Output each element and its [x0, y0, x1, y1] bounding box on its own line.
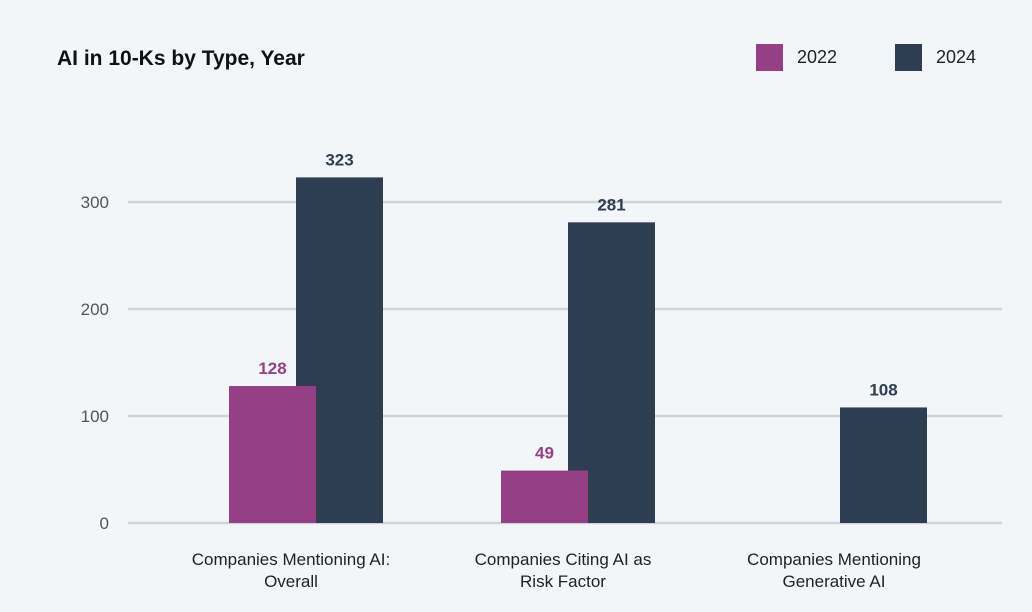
data-label: 323 [325, 150, 353, 169]
y-tick-label: 0 [100, 514, 109, 533]
legend-item-2024: 2024 [895, 44, 976, 71]
y-tick-label: 100 [81, 407, 109, 426]
legend-label: 2022 [797, 47, 838, 67]
bar-2024 [840, 407, 927, 523]
legend-swatch-2024 [895, 44, 922, 71]
x-tick-label: Risk Factor [520, 572, 606, 591]
data-label: 49 [535, 444, 554, 463]
chart-title: AI in 10-Ks by Type, Year [57, 47, 305, 70]
data-label: 108 [869, 380, 897, 399]
legend-item-2022: 2022 [756, 44, 837, 71]
data-label: 128 [258, 359, 286, 378]
data-label: 281 [597, 195, 625, 214]
x-tick-label: Companies Mentioning AI: [192, 550, 390, 569]
x-tick-label: Companies Mentioning [747, 550, 921, 569]
x-tick-label: Companies Citing AI as [475, 550, 652, 569]
bar-2022 [501, 470, 588, 523]
legend-swatch-2022 [756, 44, 783, 71]
y-tick-label: 300 [81, 193, 109, 212]
x-tick-label: Overall [264, 572, 318, 591]
legend-label: 2024 [936, 47, 977, 67]
y-tick-label: 200 [81, 300, 109, 319]
x-tick-label: Generative AI [782, 572, 885, 591]
bar-2022 [229, 386, 316, 523]
